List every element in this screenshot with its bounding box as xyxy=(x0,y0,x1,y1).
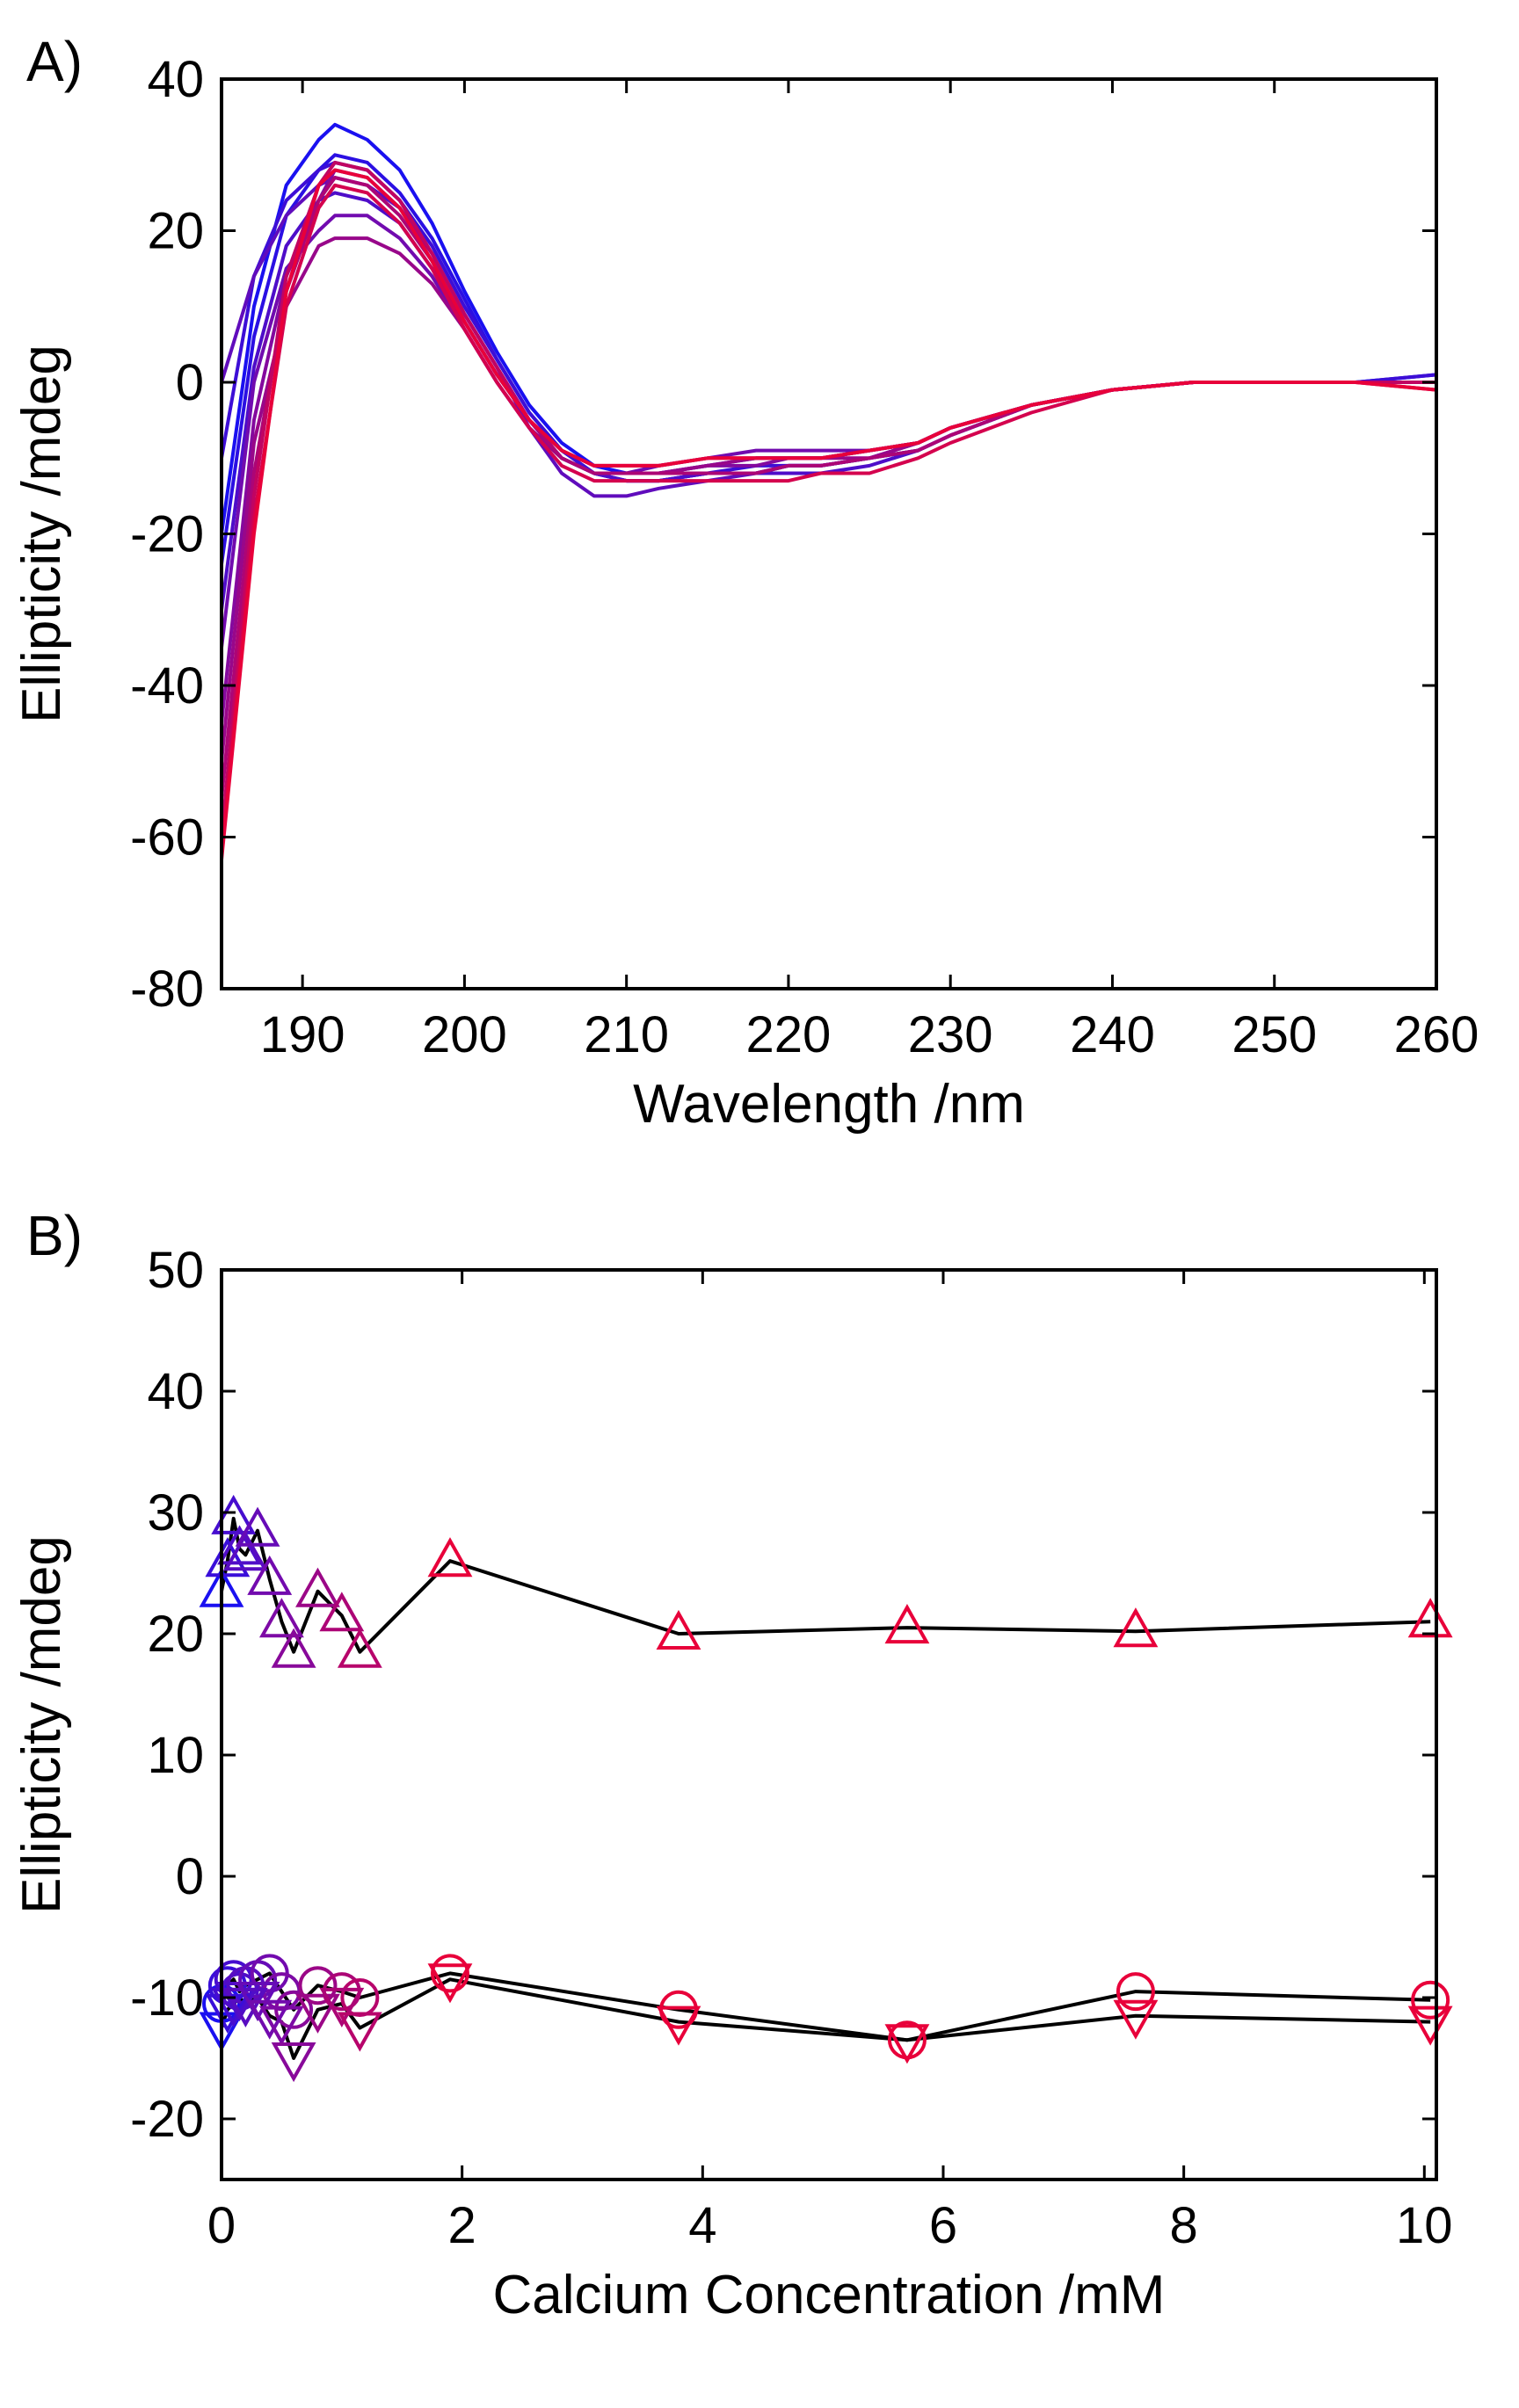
y-tick-label: 40 xyxy=(147,1363,204,1420)
y-tick-label: 0 xyxy=(176,1848,204,1905)
panel-b-triangle-up-marker xyxy=(884,1604,930,1644)
panel-b-triangle-down-marker xyxy=(337,2012,382,2052)
x-tick-label: 240 xyxy=(1070,1006,1155,1063)
x-tick-label: 8 xyxy=(1170,2197,1198,2254)
x-tick-label: 10 xyxy=(1396,2197,1453,2254)
panel-b-triangle-up-marker xyxy=(427,1537,473,1578)
panel-b-triangle-down-marker xyxy=(222,1987,268,2027)
panel-b-markers xyxy=(199,1494,1453,2083)
panel-b-triangle-down-marker xyxy=(247,1999,293,2040)
y-tick-label: 50 xyxy=(147,1242,204,1299)
x-tick-label: 6 xyxy=(929,2197,957,2254)
panel-b-triangle-down-marker xyxy=(258,2005,304,2046)
panel-a-series-line xyxy=(220,183,1437,852)
y-tick-label: -20 xyxy=(130,2091,204,2148)
panel-b-axes-frame xyxy=(220,1268,1438,2181)
panel-a-x-axis-label: Wavelength /nm xyxy=(633,1074,1025,1135)
panel-b-triangle-up-marker xyxy=(1113,1607,1159,1648)
panel-b-x-ticks: 0 2 4 6 8 10 xyxy=(207,1270,1453,2254)
panel-b-triangle-up-marker xyxy=(1407,1598,1453,1638)
panel-b-triangle-up-marker xyxy=(247,1555,293,1595)
x-tick-label: 190 xyxy=(260,1006,345,1063)
panel-b-triangle-down-marker xyxy=(271,2042,316,2083)
panel-b-x-axis-label: Calcium Concentration /mM xyxy=(493,2265,1166,2325)
panel-b-series-line xyxy=(220,1971,1431,2042)
panel-b-triangle-up-marker xyxy=(211,1494,257,1534)
y-tick-label: -60 xyxy=(130,809,204,867)
y-tick-label: 20 xyxy=(147,203,204,260)
panel-b-circle-marker xyxy=(298,1966,338,2005)
panel-b-circle-marker xyxy=(1411,1980,1450,2020)
panel-b-y-ticks: -20 -10 0 10 20 30 40 50 xyxy=(130,1242,1436,2148)
panel-b-triangle-down-marker xyxy=(1407,2005,1453,2046)
x-tick-label: 260 xyxy=(1394,1006,1479,1063)
panel-b-chart: -20 -10 0 10 20 30 40 50 0 2 4 6 8 10 xyxy=(130,1242,1453,2254)
panel-a-x-ticks: 190 200 210 220 230 240 250 260 xyxy=(260,79,1479,1063)
panel-a-series-line xyxy=(220,168,1437,860)
panel-b-triangle-down-marker xyxy=(1113,1999,1159,2040)
x-tick-label: 0 xyxy=(207,2197,236,2254)
y-tick-label: 30 xyxy=(147,1484,204,1541)
y-tick-label: -40 xyxy=(130,657,204,714)
panel-b-circle-marker xyxy=(1116,1972,1155,2012)
panel-a-series-line xyxy=(220,168,1436,724)
y-tick-label: -20 xyxy=(130,506,204,563)
x-tick-label: 2 xyxy=(448,2197,476,2254)
panel-a-axes-frame xyxy=(220,77,1438,990)
panel-a-series-line xyxy=(220,176,1436,800)
x-tick-label: 210 xyxy=(584,1006,669,1063)
panel-b-triangle-up-marker xyxy=(205,1537,251,1578)
y-tick-label: 0 xyxy=(176,354,204,411)
x-tick-label: 200 xyxy=(422,1006,507,1063)
panel-b-triangle-up-marker xyxy=(258,1598,304,1638)
panel-b-triangle-down-marker xyxy=(295,1993,340,2034)
y-tick-label: -80 xyxy=(130,961,204,1018)
panel-b-circle-marker xyxy=(430,1954,469,1993)
y-tick-label: 40 xyxy=(147,51,204,108)
panel-b-triangle-down-marker xyxy=(884,2024,930,2064)
panel-a-chart: -80 -60 -40 -20 0 20 40 190 200 210 220 230 240 250 2… xyxy=(130,51,1479,1063)
panel-a-label: A) xyxy=(26,30,83,93)
panel-b-triangle-up-marker xyxy=(295,1567,340,1607)
panel-b-triangle-down-marker xyxy=(656,2005,701,2046)
panel-b-triangle-down-marker xyxy=(319,1987,365,2027)
x-tick-label: 230 xyxy=(908,1006,993,1063)
panel-a-y-ticks: -80 -60 -40 -20 0 20 40 xyxy=(130,51,1436,1018)
panel-b-triangle-down-marker xyxy=(427,1963,473,2004)
panel-b-triangle-up-marker xyxy=(319,1592,365,1632)
y-tick-label: -10 xyxy=(130,1969,204,2027)
panel-b-triangle-up-marker xyxy=(271,1628,316,1668)
y-tick-label: 20 xyxy=(147,1606,204,1663)
x-tick-label: 4 xyxy=(688,2197,716,2254)
panel-b-triangle-up-marker xyxy=(337,1628,382,1668)
y-tick-label: 10 xyxy=(147,1727,204,1784)
panel-b-label: B) xyxy=(26,1204,83,1267)
panel-b-triangle-up-marker xyxy=(235,1506,280,1547)
panel-b-triangle-up-marker xyxy=(656,1609,701,1650)
panel-a-series-line xyxy=(220,214,1436,649)
x-tick-label: 220 xyxy=(746,1006,832,1063)
panel-a-series-line xyxy=(220,160,1436,838)
panel-b-series-line xyxy=(220,1977,1431,2060)
panel-a-series-line xyxy=(220,236,1436,762)
panel-a-series xyxy=(220,122,1437,860)
panel-b-series-line xyxy=(220,1516,1431,1654)
panel-b-y-axis-label: Ellipticity /mdeg xyxy=(11,1535,72,1914)
panel-b-connecting-lines xyxy=(220,1516,1431,2060)
panel-b-circle-marker xyxy=(274,1990,314,2029)
panel-a-series-line xyxy=(220,176,1436,498)
panel-a-y-axis-label: Ellipticity /mdeg xyxy=(11,345,72,723)
x-tick-label: 250 xyxy=(1232,1006,1317,1063)
panel-b-triangle-up-marker xyxy=(222,1531,268,1571)
